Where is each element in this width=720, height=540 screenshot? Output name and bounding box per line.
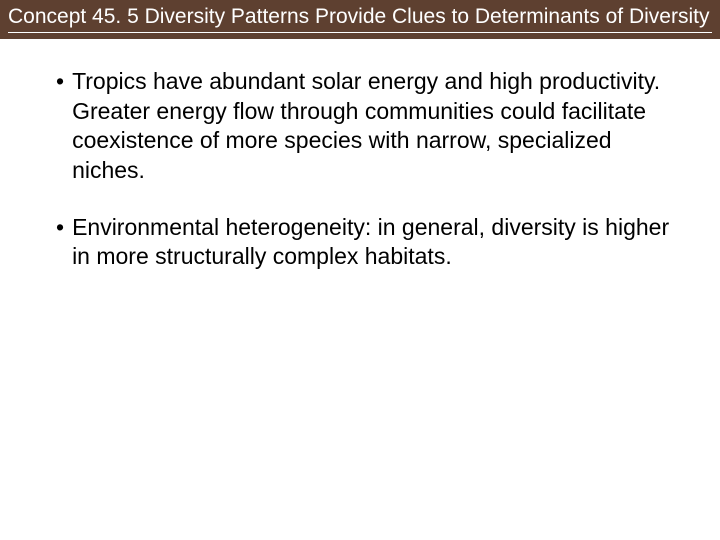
bullet-text: Environmental heterogeneity: in general,…: [72, 213, 672, 272]
bullet-item: • Environmental heterogeneity: in genera…: [56, 213, 672, 272]
slide-header: Concept 45. 5 Diversity Patterns Provide…: [0, 0, 720, 39]
bullet-dot-icon: •: [56, 67, 72, 185]
bullet-item: • Tropics have abundant solar energy and…: [56, 67, 672, 185]
bullet-dot-icon: •: [56, 213, 72, 272]
slide-content: • Tropics have abundant solar energy and…: [0, 39, 720, 272]
bullet-text: Tropics have abundant solar energy and h…: [72, 67, 672, 185]
slide-title: Concept 45. 5 Diversity Patterns Provide…: [8, 4, 712, 33]
